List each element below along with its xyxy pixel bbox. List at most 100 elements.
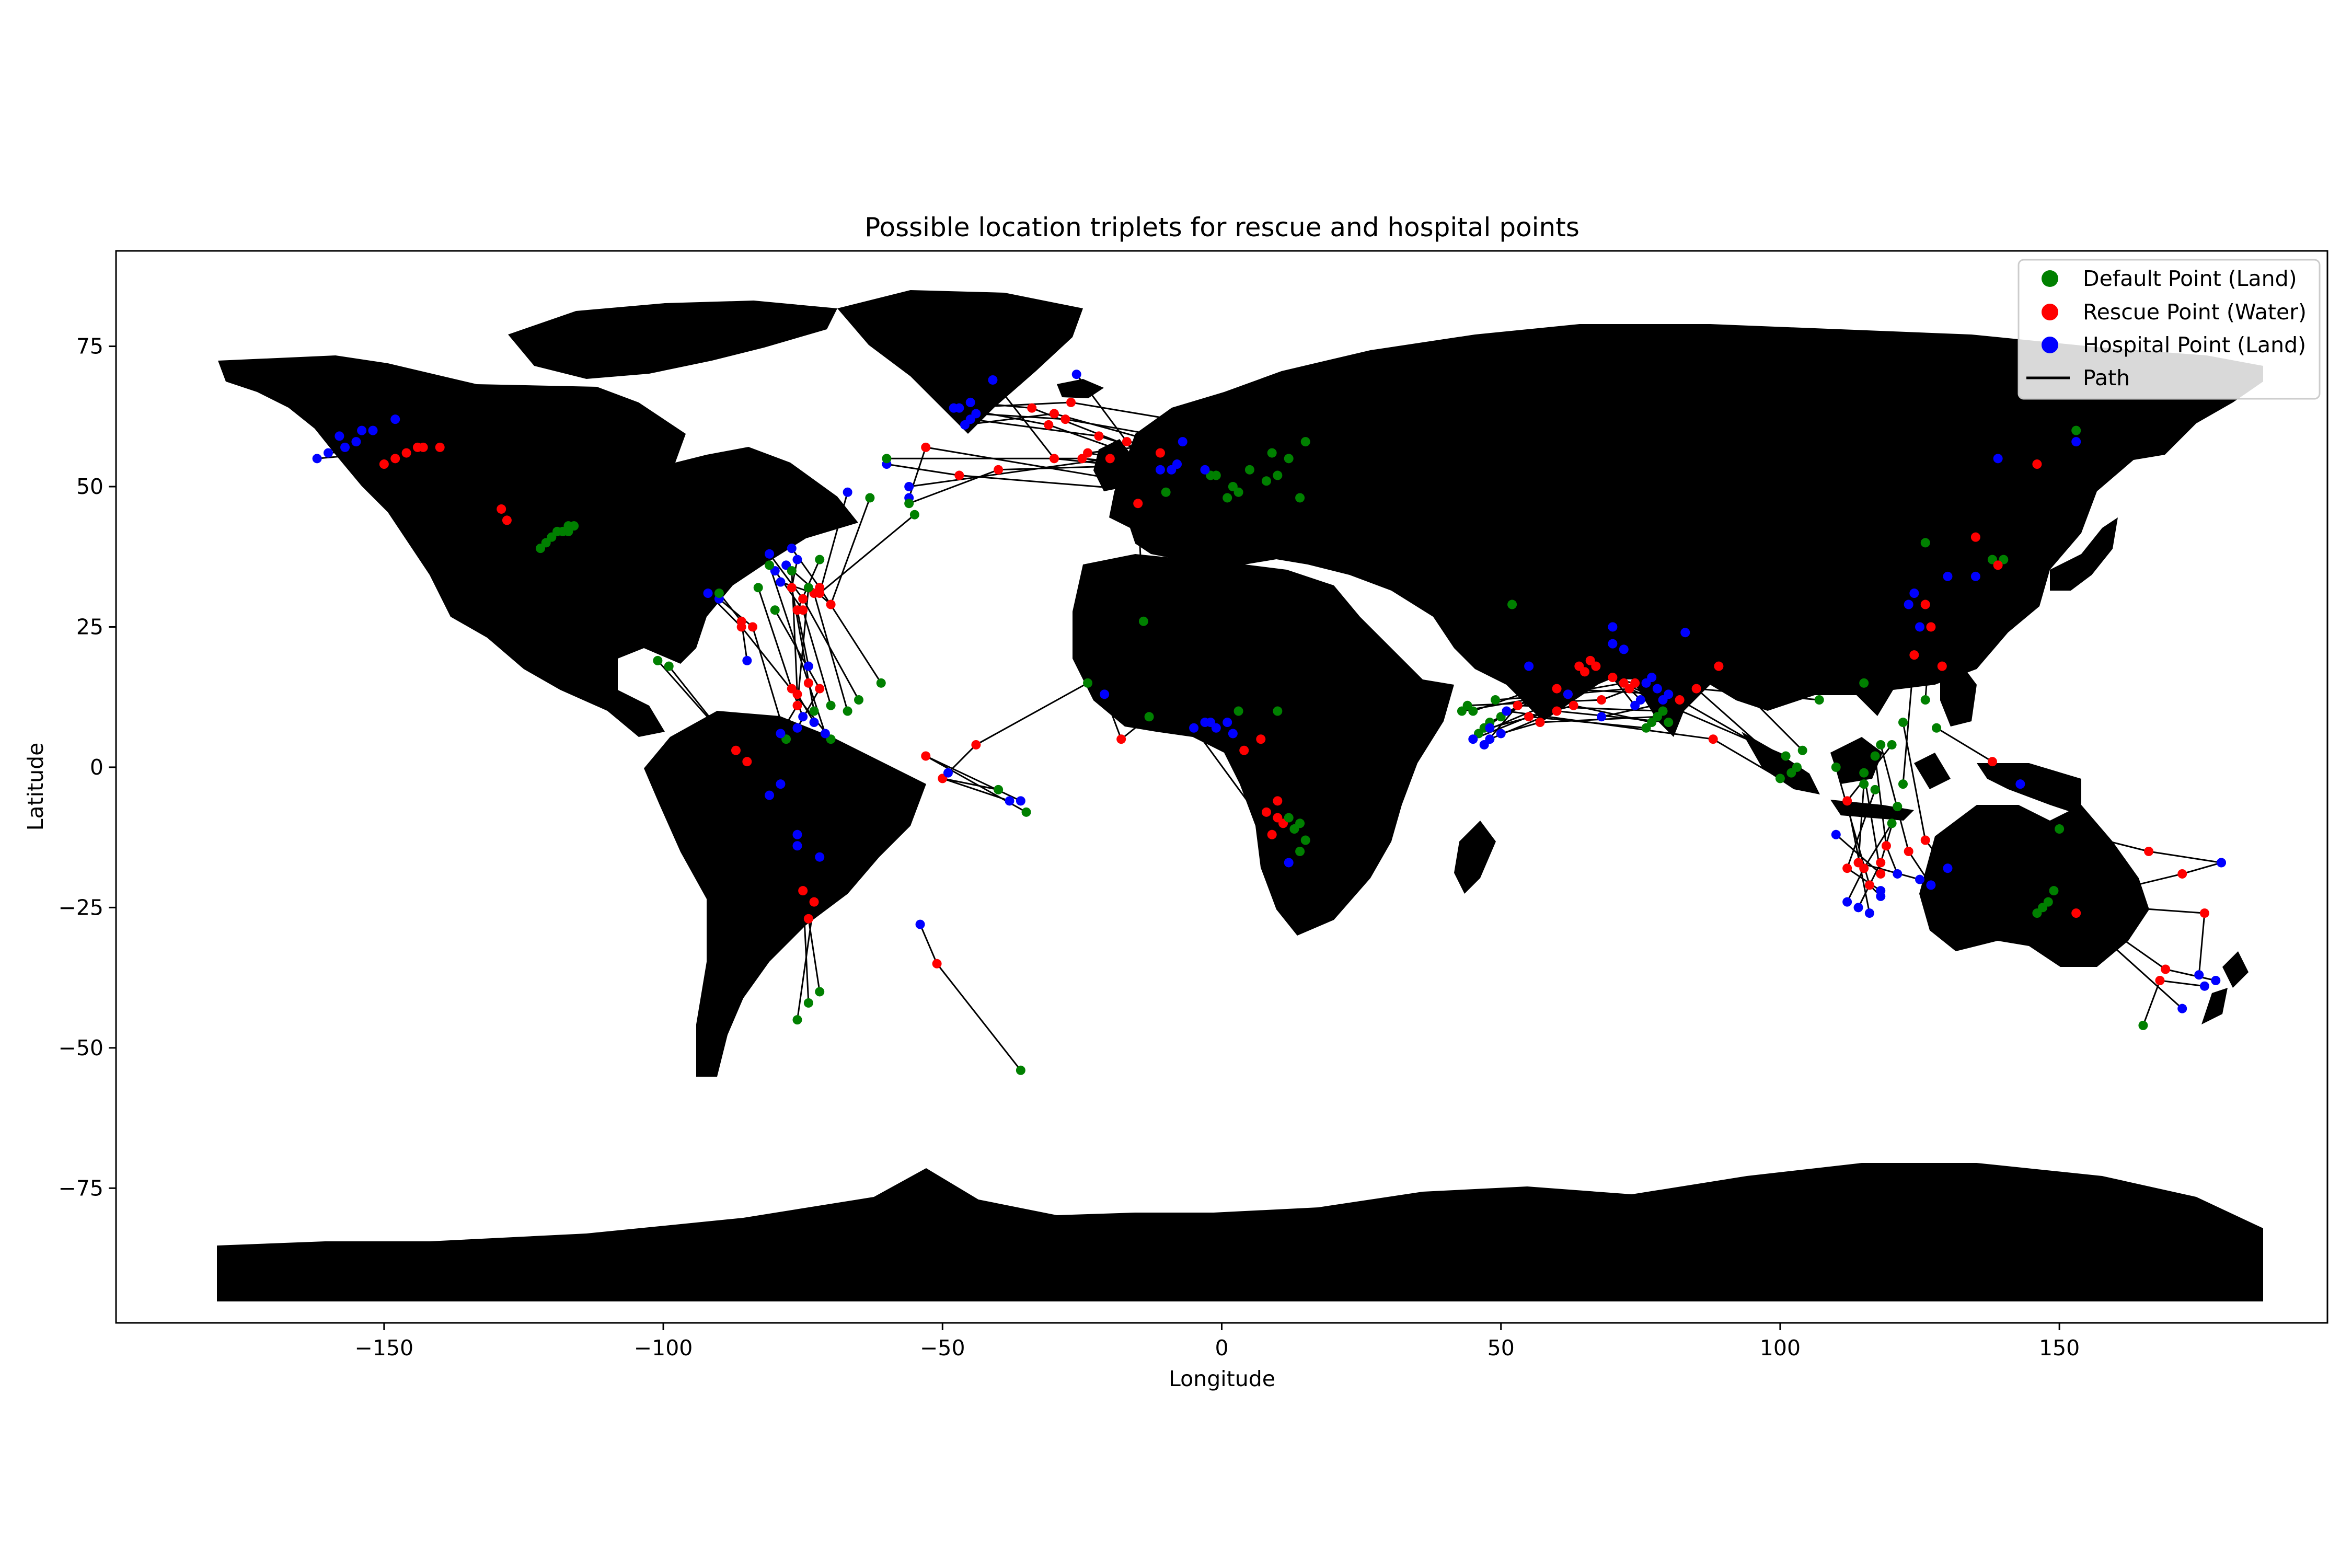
default-point	[1647, 718, 1657, 728]
hospital-point	[1005, 796, 1014, 806]
rescue-point	[1524, 712, 1534, 722]
default-point	[1138, 616, 1148, 626]
rescue-point	[2144, 846, 2154, 856]
default-point	[1893, 802, 1903, 812]
rescue-point	[742, 757, 752, 767]
default-point	[1920, 538, 1930, 548]
hospital-point	[351, 437, 361, 447]
default-point	[787, 566, 797, 576]
hospital-point	[843, 487, 852, 497]
default-point	[1295, 493, 1305, 503]
rescue-point	[1675, 695, 1685, 705]
hospital-point	[1172, 459, 1182, 469]
rescue-point	[1876, 858, 1886, 868]
hospital-point	[765, 549, 775, 559]
hospital-point	[2216, 858, 2226, 868]
default-point	[815, 555, 825, 564]
legend-hospital-label: Hospital Point (Land)	[2083, 332, 2306, 358]
rescue-point	[1876, 869, 1886, 879]
default-point	[1775, 774, 1785, 783]
y-tick-label: −50	[58, 1035, 103, 1060]
rescue-point	[1155, 448, 1165, 458]
default-point	[1658, 706, 1668, 716]
rescue-point	[1909, 650, 1919, 660]
hospital-point	[1016, 796, 1025, 806]
default-point	[815, 987, 825, 997]
rescue-point	[1881, 841, 1891, 851]
default-point	[2055, 824, 2065, 834]
hospital-point	[1909, 589, 1919, 598]
rescue-point	[803, 914, 813, 924]
land-eurasia	[1109, 324, 2263, 737]
y-tick-label: 75	[76, 334, 103, 359]
x-tick-label: −50	[920, 1335, 965, 1361]
hospital-point	[960, 420, 970, 430]
hospital-point	[792, 555, 802, 564]
rescue-point	[787, 684, 797, 694]
rescue-point	[1714, 661, 1724, 671]
rescue-point	[932, 959, 942, 969]
rescue-point	[1853, 858, 1863, 868]
hospital-point	[2211, 975, 2221, 985]
hospital-point	[1993, 454, 2003, 464]
default-point	[1300, 835, 1310, 845]
hospital-point	[1658, 695, 1668, 705]
x-tick-label: 0	[1215, 1335, 1228, 1361]
hospital-point	[792, 841, 802, 851]
land-layer	[217, 290, 2263, 1301]
hospital-point	[312, 454, 322, 464]
rescue-point	[803, 678, 813, 688]
default-point	[809, 706, 819, 716]
default-point	[1859, 779, 1869, 789]
default-point	[547, 532, 557, 542]
rescue-point	[1937, 661, 1947, 671]
rescue-point	[2199, 908, 2209, 918]
rescue-point	[1970, 532, 1980, 542]
hospital-point	[2071, 437, 2081, 447]
default-point	[1261, 476, 1271, 486]
default-point	[1507, 599, 1517, 609]
rescue-point	[2161, 964, 2171, 974]
rescue-point	[815, 684, 825, 694]
hospital-point	[2015, 779, 2025, 789]
default-point	[563, 521, 573, 531]
default-point	[653, 655, 663, 665]
rescue-point	[1993, 560, 2003, 570]
rescue-point	[1904, 846, 1913, 856]
hospital-point	[904, 482, 914, 492]
rescue-point	[921, 751, 931, 761]
default-point	[1223, 493, 1232, 503]
default-point	[1932, 723, 1942, 733]
rescue-point	[435, 442, 445, 452]
default-point	[536, 544, 546, 554]
rescue-point	[2071, 908, 2081, 918]
hospital-point	[1647, 673, 1657, 683]
rescue-point	[736, 616, 746, 626]
default-point	[1273, 470, 1283, 480]
x-axis-label: Longitude	[1169, 1366, 1275, 1391]
hospital-point	[1608, 622, 1618, 632]
points-layer	[312, 370, 2226, 1075]
land-new-zealand	[2201, 951, 2249, 1024]
land-antarctica	[217, 1163, 2263, 1301]
hospital-point	[954, 403, 964, 413]
default-point	[1021, 807, 1031, 817]
rescue-point	[994, 465, 1004, 475]
hospital-point	[390, 414, 400, 424]
hospital-point	[1893, 869, 1903, 879]
hospital-point	[1228, 729, 1238, 739]
rescue-point	[2155, 975, 2165, 985]
hospital-point	[357, 425, 367, 435]
hospital-point	[2177, 1004, 2187, 1013]
default-point	[803, 583, 813, 593]
rescue-point	[379, 459, 389, 469]
default-point	[904, 499, 914, 509]
hospital-point	[1100, 689, 1110, 699]
default-point	[865, 493, 875, 503]
hospital-point	[2199, 981, 2209, 991]
default-point	[1273, 706, 1283, 716]
hospital-point	[1496, 729, 1506, 739]
rescue-point	[1060, 414, 1070, 424]
